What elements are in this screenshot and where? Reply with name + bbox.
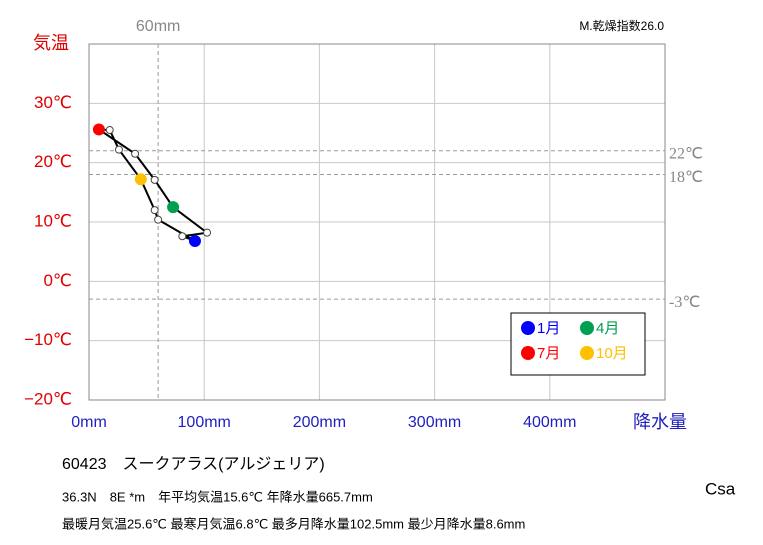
legend-box [510,312,646,376]
legend-marker [580,346,594,360]
legend-marker [521,321,535,335]
y-axis-label: 気温 [33,33,69,53]
month-point [178,232,187,241]
legend-marker [580,321,594,335]
x-tick-label: 200mm [293,414,346,431]
legend-label: 1月 [537,320,560,337]
reference-label: -3℃ [669,294,700,311]
month-point [134,173,147,186]
reference-label: 18℃ [669,169,703,186]
month-point [131,149,140,158]
plot-frame [88,43,666,401]
legend-marker [521,346,535,360]
climate-class: Csa [705,479,736,498]
y-tick-label: 0℃ [43,271,72,290]
x-tick-label: 300mm [408,414,461,431]
x-tick-label: 400mm [523,414,576,431]
month-point [105,126,114,135]
y-tick-label: 30℃ [34,93,72,112]
x-tick-label: 100mm [178,414,231,431]
month-point [150,206,159,215]
x-axis-label: 降水量 [633,412,687,432]
reference-label: 22℃ [669,145,703,162]
month-point [114,145,123,154]
legend-label: 7月 [537,345,560,362]
closing-segment [157,218,196,242]
climate-line [95,128,210,242]
month-point [203,228,212,237]
note: M.乾燥指数26.0 [579,18,664,33]
legend-label: 4月 [596,320,619,337]
station: 60423 スークアラス(アルジェリア) [62,455,325,473]
info-line: 最暖月気温25.6℃ 最寒月気温6.8℃ 最多月降水量102.5mm 最少月降水… [62,516,525,531]
month-point [92,123,105,136]
reference-label: 60mm [136,18,180,35]
month-point [167,201,180,214]
y-tick-label: −10℃ [24,330,72,349]
x-tick-label: 0mm [71,414,107,431]
month-point [150,175,159,184]
month-point [154,215,163,224]
y-tick-label: 10℃ [34,211,72,230]
info-line: 36.3N 8E *m 年平均気温15.6℃ 年降水量665.7mm [62,489,373,504]
y-tick-label: −20℃ [24,389,72,408]
legend-label: 10月 [596,345,628,362]
y-tick-label: 20℃ [34,152,72,171]
month-point [188,234,201,247]
